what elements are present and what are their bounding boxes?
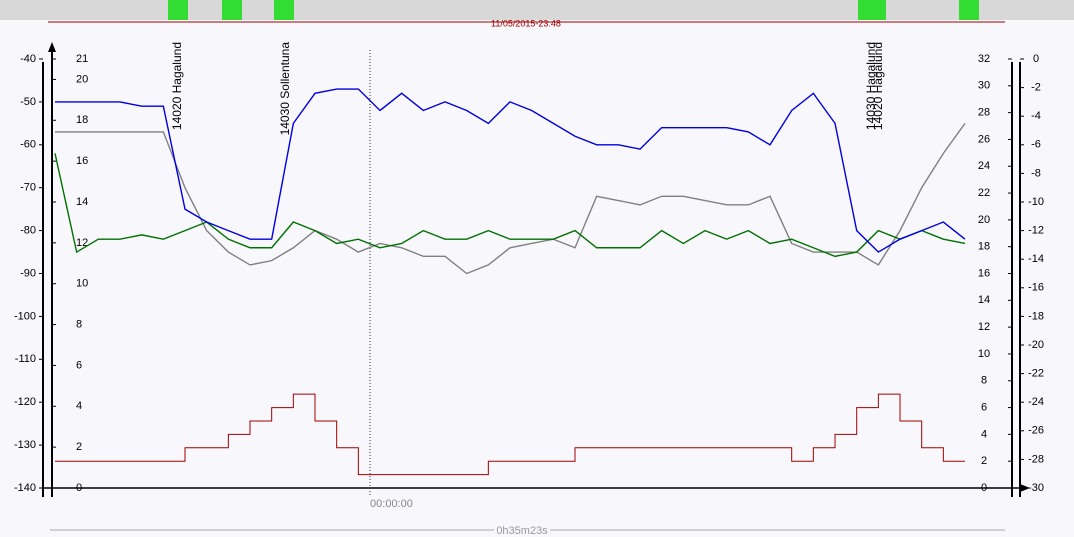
y-tick-label: 2 — [76, 441, 82, 453]
y-tick-label: -30 — [1028, 482, 1044, 494]
y-tick-label: -20 — [1028, 339, 1044, 351]
date: 11/05/2015-23:48 — [491, 18, 561, 28]
y-tick-label: -100 — [14, 310, 36, 322]
event-icon[interactable] — [959, 0, 979, 20]
y-tick-label: 8 — [76, 318, 82, 330]
y-tick-label: 10 — [978, 348, 990, 360]
y-tick-label: -110 — [15, 353, 36, 365]
y-tick-label: 18 — [76, 114, 88, 126]
event-icons — [168, 0, 979, 20]
y-tick-label: 4 — [981, 428, 987, 440]
y-tick-label: -28 — [1028, 453, 1044, 465]
series-line — [55, 122, 966, 275]
y-tick-label: 16 — [978, 267, 990, 279]
y-tick-label: -40 — [20, 53, 36, 65]
y-tick-label: -90 — [20, 267, 36, 279]
event-icon[interactable] — [858, 0, 886, 20]
y-tick-label: -18 — [1028, 310, 1044, 322]
y-tick-label: 18 — [978, 241, 990, 253]
y-tick-label: 28 — [978, 107, 990, 119]
y-tick-label: -26 — [1028, 425, 1044, 437]
y-tick-label: 26 — [978, 133, 990, 145]
y-tick-label: 10 — [76, 278, 88, 290]
y-tick-label: -10 — [1028, 196, 1044, 208]
y-tick-label: 0 — [1033, 53, 1039, 65]
cell-label: 14030 Sollentuna — [278, 42, 292, 136]
y-tick-label: 12 — [76, 237, 88, 249]
y-tick-label: -14 — [1028, 253, 1044, 265]
duration: 0h35m23s — [496, 525, 548, 537]
series-line — [55, 393, 966, 476]
y-tick-label: -4 — [1031, 110, 1041, 122]
cell-label: 14020 Hagalund — [871, 42, 885, 130]
y-tick-label: 4 — [76, 400, 82, 412]
y-tick-label: 16 — [76, 155, 88, 167]
y-tick-label: -6 — [1031, 139, 1041, 151]
y-tick-label: -50 — [20, 96, 36, 108]
series-line — [55, 88, 966, 253]
y-tick-label: 6 — [981, 401, 987, 413]
y-tick-label: -60 — [20, 139, 36, 151]
y-tick-label: 20 — [978, 214, 990, 226]
y-tick-label: 14 — [76, 196, 88, 208]
y-tick-label: 22 — [978, 187, 990, 199]
y-tick-label: -24 — [1028, 396, 1044, 408]
axis-lines — [42, 48, 1025, 497]
y-tick-label: -130 — [14, 439, 36, 451]
cell-label: 14020 Hagalund — [170, 42, 184, 130]
y-tick-label: -80 — [20, 225, 36, 237]
y-tick-label: 0 — [76, 482, 82, 494]
y-tick-label: -22 — [1028, 368, 1044, 380]
duration-bg — [494, 524, 550, 536]
event-bar — [0, 0, 1074, 20]
y-tick-label: 21 — [76, 53, 88, 65]
y-tick-label: -8 — [1031, 167, 1041, 179]
y-tick-label: -140 — [14, 482, 36, 494]
y-tick-label: 30 — [978, 80, 990, 92]
y-tick-label: 6 — [76, 359, 82, 371]
y-tick-label: -12 — [1028, 225, 1044, 237]
y-tick-label: 24 — [978, 160, 990, 172]
y-tick-label: 32 — [978, 53, 990, 65]
y-tick-label: 14 — [978, 294, 990, 306]
event-icon[interactable] — [274, 0, 294, 20]
event-icon[interactable] — [168, 0, 188, 20]
y-tick-label: 2 — [981, 455, 987, 467]
y-tick-label: -70 — [20, 182, 36, 194]
y-tick-label: -2 — [1031, 82, 1041, 94]
cell-label: 14030 Hagalund — [864, 42, 878, 130]
y-tick-label: 12 — [978, 321, 990, 333]
y-tick-label: 20 — [76, 73, 88, 85]
y-tick-label: 0 — [981, 482, 987, 494]
event-icon[interactable] — [222, 0, 242, 20]
y-tick-label: 8 — [981, 375, 987, 387]
y-tick-label: -120 — [14, 396, 36, 408]
cursor-label: 00:00:00 — [370, 498, 413, 510]
y-tick-label: -16 — [1028, 282, 1044, 294]
